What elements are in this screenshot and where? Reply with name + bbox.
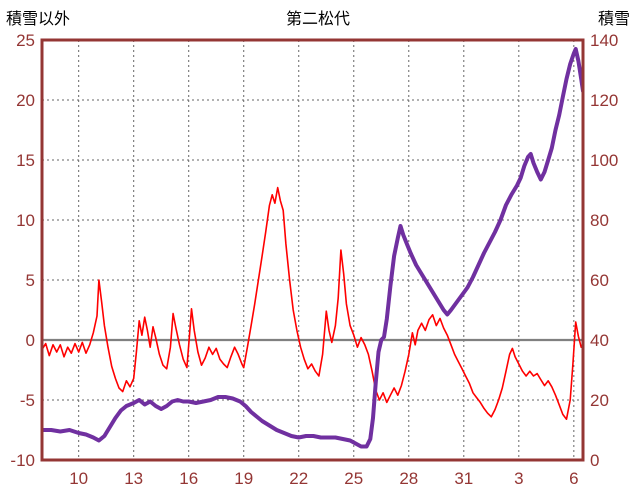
- right-tick-label: 20: [590, 391, 609, 410]
- x-tick-label: 25: [344, 469, 363, 488]
- gridlines: [42, 40, 583, 460]
- x-tick-label: 6: [569, 469, 578, 488]
- x-tick-label: 31: [454, 469, 473, 488]
- left-tick-label: -10: [10, 451, 35, 470]
- series-line-0: [42, 186, 583, 421]
- right-tick-label: 80: [590, 211, 609, 230]
- left-tick-label: 5: [26, 271, 35, 290]
- x-tick-label: 28: [399, 469, 418, 488]
- left-tick-label: 25: [16, 31, 35, 50]
- x-tick-label: 22: [289, 469, 308, 488]
- right-tick-label: 0: [590, 451, 599, 470]
- plot-frame: [40, 38, 585, 462]
- tick-labels: -10 -5 0 5 10 15 20 25 0 20 40 60 80 100 120 140 10 13 16 1…: [10, 31, 618, 488]
- right-tick-label: 140: [590, 31, 618, 50]
- left-axis-title: 積雪以外: [6, 11, 71, 28]
- right-tick-label: 60: [590, 271, 609, 290]
- x-tick-label: 13: [124, 469, 143, 488]
- chart-title: 第二松代: [285, 11, 350, 28]
- series-line-1: [42, 47, 583, 449]
- x-tick-label: 16: [179, 469, 198, 488]
- left-tick-label: 20: [16, 91, 35, 110]
- right-tick-label: 120: [590, 91, 618, 110]
- x-tick-label: 10: [69, 469, 88, 488]
- left-tick-label: -5: [20, 391, 35, 410]
- x-tick-label: 3: [514, 469, 523, 488]
- right-axis-title: 積雪: [597, 11, 630, 28]
- left-tick-label: 15: [16, 151, 35, 170]
- x-tick-label: 19: [234, 469, 253, 488]
- left-tick-label: 0: [26, 331, 35, 350]
- right-tick-label: 100: [590, 151, 618, 170]
- right-tick-label: 40: [590, 331, 609, 350]
- left-tick-label: 10: [16, 211, 35, 230]
